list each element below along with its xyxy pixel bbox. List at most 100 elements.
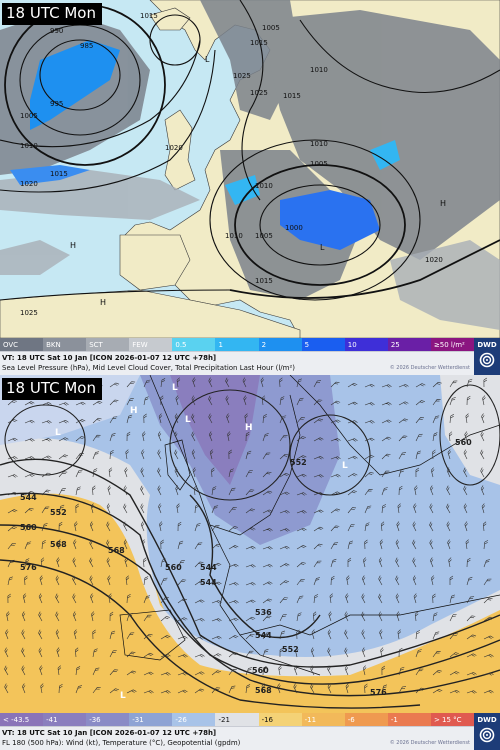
- wind-barb: [415, 450, 421, 460]
- wind-barb: [175, 485, 179, 496]
- isobar-label: 1020: [425, 256, 443, 264]
- wind-barb: [381, 453, 391, 460]
- copyright: © 2026 Deutscher Wetterdienst: [389, 740, 470, 746]
- isobar-label: 1010: [310, 66, 328, 74]
- wind-barb: [262, 615, 272, 622]
- wind-barb: [279, 377, 283, 388]
- wind-barb: [313, 456, 324, 460]
- wind-barb: [347, 382, 358, 388]
- wind-barb: [211, 635, 222, 640]
- wind-barb: [481, 413, 485, 424]
- dwd-logo[interactable]: DWD: [474, 713, 500, 750]
- wind-barb: [330, 419, 341, 424]
- wind-barb: [447, 539, 451, 550]
- wind-barb: [24, 575, 28, 586]
- legend-label: -11: [304, 715, 317, 724]
- wind-barb: [40, 557, 45, 568]
- wind-barb: [89, 575, 94, 586]
- wind-barb: [330, 438, 341, 442]
- wind-barb: [279, 614, 287, 622]
- wind-barb: [74, 521, 78, 532]
- wind-barb: [160, 577, 168, 586]
- wind-barb: [193, 485, 198, 496]
- wind-temperature-chart-panel: 544 552 560 568 576 560 568 544 536 544 …: [0, 375, 500, 750]
- wind-barb: [447, 449, 452, 460]
- high-marker: H: [440, 199, 446, 208]
- wind-barb: [41, 540, 46, 550]
- legend-swatch: -26: [172, 713, 216, 726]
- isobar-label: 1020: [165, 144, 183, 152]
- wind-barb: [398, 452, 407, 460]
- wind-barb: [92, 451, 100, 460]
- wind-barb: [228, 669, 237, 676]
- wind-barb: [329, 593, 334, 604]
- wind-barb: [75, 419, 86, 424]
- wind-barb: [395, 557, 400, 568]
- wind-barb: [73, 539, 77, 550]
- wind-barb: [75, 666, 81, 676]
- wind-barb: [143, 557, 147, 568]
- contour-label: 568: [108, 546, 125, 555]
- wind-barb: [194, 671, 205, 676]
- wind-barb: [7, 526, 17, 532]
- wind-barb: [465, 413, 469, 424]
- wind-barb: [55, 629, 60, 640]
- wind-barb: [279, 580, 289, 586]
- wind-barb: [174, 413, 179, 424]
- wind-barb: [4, 665, 9, 676]
- wind-barb: [244, 413, 248, 424]
- wind-barb: [177, 560, 185, 568]
- wind-barb: [446, 485, 451, 496]
- wind-barb: [364, 420, 375, 424]
- wind-barb: [41, 438, 52, 442]
- wind-barb: [211, 505, 219, 514]
- legend-label: -16: [261, 715, 273, 724]
- wind-barb: [296, 397, 304, 406]
- isobar-label: 990: [50, 27, 63, 35]
- legend-label: -26: [175, 715, 187, 724]
- wind-barb: [262, 665, 267, 676]
- wind-barb: [430, 557, 434, 568]
- wind-barb: [279, 563, 290, 568]
- wind-barb: [75, 503, 79, 514]
- low-marker: L: [320, 243, 325, 252]
- wind-barb: [430, 575, 435, 586]
- wind-barb: [397, 503, 402, 514]
- wind-barb: [328, 611, 332, 622]
- wind-barb: [24, 456, 35, 460]
- wind-barb: [245, 431, 250, 442]
- wind-barb: [347, 523, 355, 532]
- wind-barb: [160, 539, 164, 550]
- wind-barb: [125, 449, 129, 460]
- wind-barb: [208, 431, 213, 442]
- wind-barb: [466, 615, 476, 622]
- dwd-logo[interactable]: DWD: [474, 338, 500, 375]
- wind-barb: [157, 467, 162, 478]
- wind-barb: [330, 525, 340, 532]
- wind-barb: [4, 683, 9, 694]
- wind-barb: [483, 690, 494, 694]
- wind-barb: [279, 453, 289, 460]
- wind-barb: [177, 617, 188, 622]
- wind-barb: [41, 420, 52, 424]
- wind-barb: [294, 665, 298, 676]
- wind-barb: [75, 647, 79, 658]
- wind-barb: [92, 434, 101, 442]
- wind-barb: [364, 402, 375, 406]
- wind-barb: [109, 611, 114, 622]
- wind-barb: [24, 541, 32, 550]
- wind-barb: [313, 577, 320, 586]
- wind-barb: [39, 665, 43, 676]
- wind-barb: [40, 683, 44, 694]
- wind-barb: [432, 449, 436, 460]
- wind-barb: [225, 395, 230, 406]
- wind-barb: [175, 395, 179, 406]
- low-marker: L: [185, 415, 191, 425]
- legend-label: -41: [46, 715, 58, 724]
- wind-barb: [228, 685, 236, 694]
- wind-barb: [311, 629, 316, 640]
- wind-barb: [449, 414, 454, 424]
- wind-barb: [429, 485, 434, 496]
- wind-barb: [313, 380, 321, 388]
- wind-barb: [395, 575, 400, 586]
